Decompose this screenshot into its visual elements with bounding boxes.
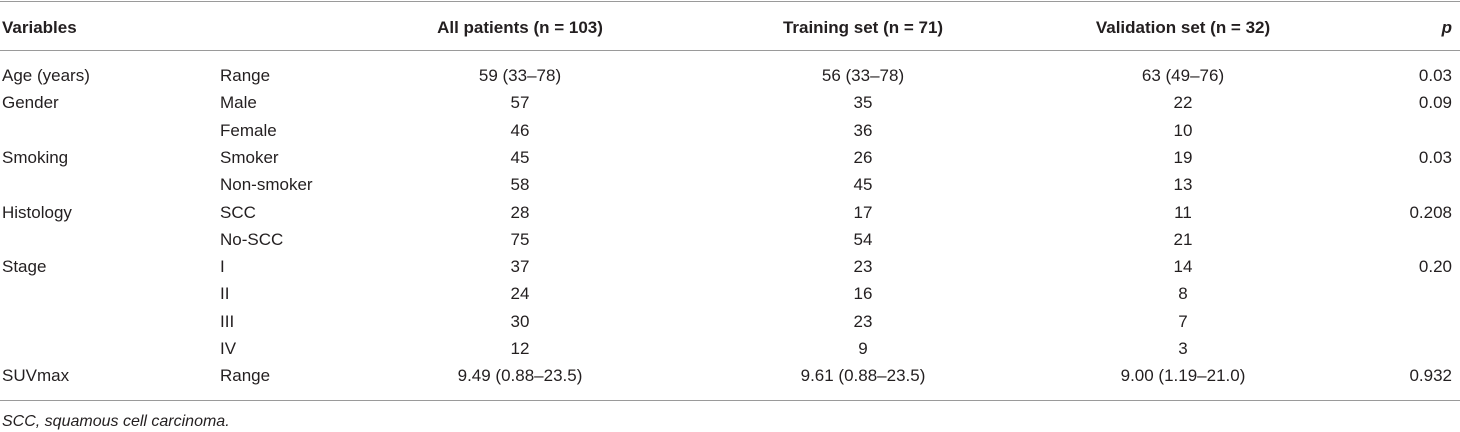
table-cell: 9 bbox=[858, 339, 868, 358]
table-cell: 30 bbox=[510, 311, 530, 331]
table-cell: 23 bbox=[853, 257, 873, 277]
bottom-rule bbox=[0, 400, 1460, 401]
table-cell: IV bbox=[220, 339, 237, 358]
table-cell: Range bbox=[220, 66, 271, 85]
table-cell: 24 bbox=[510, 284, 530, 304]
table-cell: 0.09 bbox=[1418, 93, 1452, 113]
header-cell: Training set (n = 71) bbox=[782, 18, 944, 37]
table-cell: 59 (33–78) bbox=[478, 66, 562, 85]
table-cell: 57 bbox=[510, 93, 530, 113]
table-cell: 17 bbox=[853, 202, 873, 222]
table-cell: SUVmax bbox=[2, 366, 70, 386]
table-cell: 0.208 bbox=[1409, 202, 1452, 222]
table-cell: 11 bbox=[1174, 202, 1192, 222]
table-cell: 45 bbox=[853, 175, 873, 195]
table-cell: 63 (49–76) bbox=[1141, 66, 1225, 85]
footnote: SCC, squamous cell carcinoma. bbox=[2, 413, 230, 430]
table-cell: I bbox=[220, 257, 225, 277]
table-cell: 7 bbox=[1178, 311, 1188, 331]
table-cell: 13 bbox=[1173, 175, 1193, 195]
table-cell: 0.03 bbox=[1418, 66, 1452, 85]
table-cell: Stage bbox=[2, 257, 47, 277]
table-cell: Non-smoker bbox=[220, 175, 313, 195]
header-cell: Variables bbox=[2, 18, 77, 37]
table-cell: 16 bbox=[853, 284, 873, 304]
table-cell: 58 bbox=[510, 175, 530, 195]
table-cell: 26 bbox=[853, 147, 873, 167]
table-cell: 14 bbox=[1173, 257, 1193, 277]
table-cell: 23 bbox=[853, 311, 873, 331]
table-cell: Histology bbox=[2, 202, 72, 222]
table-cell: 0.20 bbox=[1418, 257, 1452, 277]
table-cell: Smoker bbox=[220, 147, 279, 167]
table-cell: 56 (33–78) bbox=[821, 66, 905, 85]
table-cell: 9.00 (1.19–21.0) bbox=[1120, 366, 1246, 386]
table-cell: 37 bbox=[510, 257, 530, 277]
header-cell: p bbox=[1441, 18, 1452, 37]
header-cell: Validation set (n = 32) bbox=[1095, 18, 1271, 37]
table-cell: Female bbox=[220, 120, 277, 140]
table-cell: 36 bbox=[853, 120, 873, 140]
table-cell: 45 bbox=[510, 147, 530, 167]
table-cell: 19 bbox=[1173, 147, 1193, 167]
table-cell: SCC bbox=[220, 202, 256, 222]
table-cell: No-SCC bbox=[220, 229, 284, 249]
table-cell: 21 bbox=[1173, 229, 1193, 249]
table-cell: 22 bbox=[1173, 93, 1193, 113]
table-cell: Age (years) bbox=[2, 66, 90, 85]
table-cell: 28 bbox=[510, 202, 530, 222]
table-cell: Male bbox=[220, 93, 257, 113]
table-cell: 3 bbox=[1178, 339, 1188, 358]
table-cell: 54 bbox=[853, 229, 873, 249]
table-cell: 10 bbox=[1173, 120, 1193, 140]
table-cell: III bbox=[220, 311, 235, 331]
table-cell: 12 bbox=[510, 339, 530, 358]
table-cell: 0.03 bbox=[1418, 147, 1452, 167]
table-cell: Range bbox=[220, 366, 271, 386]
table-cell: 75 bbox=[510, 229, 530, 249]
header-rule bbox=[0, 50, 1460, 51]
table-cell: 9.61 (0.88–23.5) bbox=[800, 366, 926, 386]
table-cell: 46 bbox=[510, 120, 530, 140]
table-cell: Smoking bbox=[2, 147, 69, 167]
top-rule bbox=[0, 1, 1460, 2]
table-cell: 9.49 (0.88–23.5) bbox=[457, 366, 583, 386]
table-cell: Gender bbox=[2, 93, 59, 113]
table-cell: 0.932 bbox=[1409, 366, 1452, 386]
header-cell: All patients (n = 103) bbox=[437, 18, 603, 37]
table-cell: 8 bbox=[1178, 284, 1188, 304]
table-cell: 35 bbox=[853, 93, 873, 113]
table-cell: II bbox=[220, 284, 230, 304]
